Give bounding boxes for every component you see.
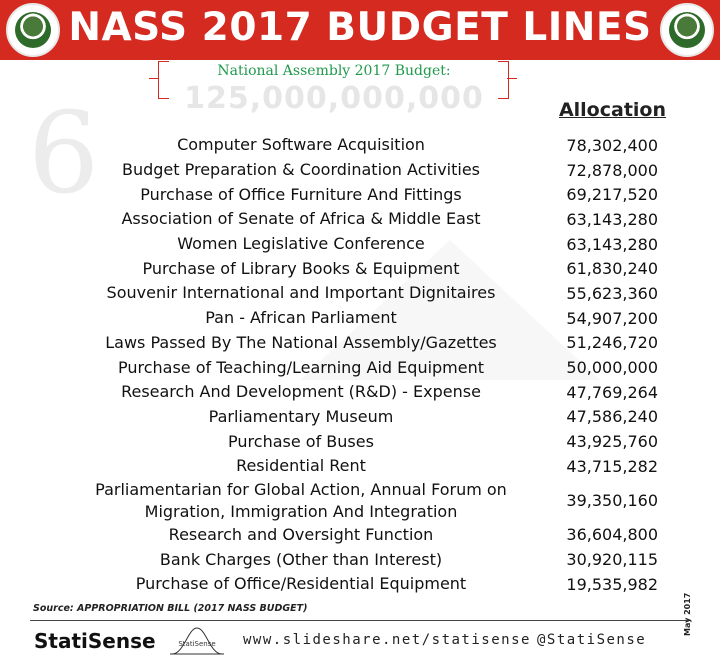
row-amount: 47,586,240 [566,407,658,427]
row-item-label: Purchase of Buses [228,431,374,451]
row-amount: 72,878,000 [566,160,658,180]
row-item-label: Pan - African Parliament [205,308,397,328]
row-item-label: Computer Software Acquisition [177,135,425,155]
row-item-label: Parliamentary Museum [208,406,394,426]
brand-name: StatiSense [34,629,156,653]
table-row: Purchase of Office/Residential Equipment… [0,572,720,597]
row-item-label: Purchase of Office/Residential Equipment [135,574,467,594]
row-amount: 30,920,115 [566,550,658,570]
budget-amount: 125,000,000,000 [184,81,484,116]
watermark-shape [300,240,600,380]
row-item-label: Parliamentarian for Global Action, Annua… [95,479,507,521]
row-item-label: Research And Development (R&D) - Expense [121,382,481,402]
statisense-logo-icon: StatiSense [170,627,224,655]
social-handle[interactable]: @StatiSense [537,632,647,648]
date-label: May 2017 [683,592,692,636]
row-item-label: Purchase of Office Furniture And Fitting… [140,184,462,204]
budget-label: National Assembly 2017 Budget: [217,63,451,79]
row-item-label: Association of Senate of Africa & Middle… [121,209,481,229]
right-brace-icon [498,61,509,99]
row-amount: 51,246,720 [566,333,658,353]
table-row: Souvenir International and Important Dig… [0,281,720,306]
big-number: 6 [28,89,100,219]
row-amount: 55,623,360 [566,283,658,303]
right-brace-tick [507,78,517,79]
row-amount: 43,925,760 [566,432,658,452]
table-row: Research And Development (R&D) - Expense… [0,380,720,405]
table-row: Laws Passed By The National Assembly/Gaz… [0,331,720,356]
left-brace-tick [149,78,159,79]
row-amount: 36,604,800 [566,525,658,545]
allocation-header: Allocation [558,99,666,121]
row-item-label: Bank Charges (Other than Interest) [159,549,443,569]
row-item-label: Research and Oversight Function [168,524,434,544]
footer-divider [30,620,688,621]
row-item-label: Laws Passed By The National Assembly/Gaz… [105,332,497,352]
row-amount: 78,302,400 [566,135,658,155]
table-row: Parliamentarian for Global Action, Annua… [0,479,720,523]
row-amount: 39,350,160 [566,491,658,511]
table-row: Pan - African Parliament 54,907,200 [0,306,720,331]
table-row: Residential Rent 43,715,282 [0,454,720,479]
row-amount: 69,217,520 [566,185,658,205]
table-row: Purchase of Office Furniture And Fitting… [0,182,720,207]
table-row: Women Legislative Conference 63,143,280 [0,232,720,257]
table-row: Purchase of Library Books & Equipment 61,… [0,256,720,281]
row-amount: 63,143,280 [566,234,658,254]
senate-seal-icon [6,3,60,57]
row-amount: 61,830,240 [566,259,658,279]
house-seal-icon [660,3,714,57]
logo-text: StatiSense [178,640,215,648]
page-title: NASS 2017 BUDGET LINES [68,5,652,50]
website-link[interactable]: www.slideshare.net/statisense [243,632,531,648]
row-item-label: Purchase of Library Books & Equipment [142,258,460,278]
budget-summary: National Assembly 2017 Budget: 125,000,0… [149,61,517,119]
table-row: Research and Oversight Function 36,604,80… [0,523,720,548]
row-amount: 50,000,000 [566,358,658,378]
table-row: Bank Charges (Other than Interest) 30,920… [0,547,720,572]
row-item-label: Souvenir International and Important Dig… [106,283,496,303]
table-row: Purchase of Buses 43,925,760 [0,429,720,454]
row-item-label: Women Legislative Conference [177,234,425,254]
left-brace-icon [158,61,169,99]
table-row: Computer Software Acquisition 78,302,400 [0,133,720,158]
row-item-label: Budget Preparation & Coordination Activi… [121,160,481,180]
row-amount: 47,769,264 [566,382,658,402]
row-amount: 63,143,280 [566,209,658,229]
row-amount: 54,907,200 [566,308,658,328]
source-note: Source: APPROPRIATION BILL (2017 NASS BU… [33,603,308,614]
table-row: Purchase of Teaching/Learning Aid Equipm… [0,355,720,380]
table-row: Budget Preparation & Coordination Activi… [0,158,720,183]
row-item-label: Purchase of Teaching/Learning Aid Equipm… [117,357,485,377]
row-amount: 43,715,282 [566,456,658,476]
header-banner: NASS 2017 BUDGET LINES [0,0,720,60]
table-row: Parliamentary Museum 47,586,240 [0,405,720,430]
row-item-label: Residential Rent [236,456,366,476]
table-row: Association of Senate of Africa & Middle… [0,207,720,232]
budget-table: Computer Software Acquisition 78,302,400 B… [0,133,720,597]
row-amount: 19,535,982 [566,574,658,594]
